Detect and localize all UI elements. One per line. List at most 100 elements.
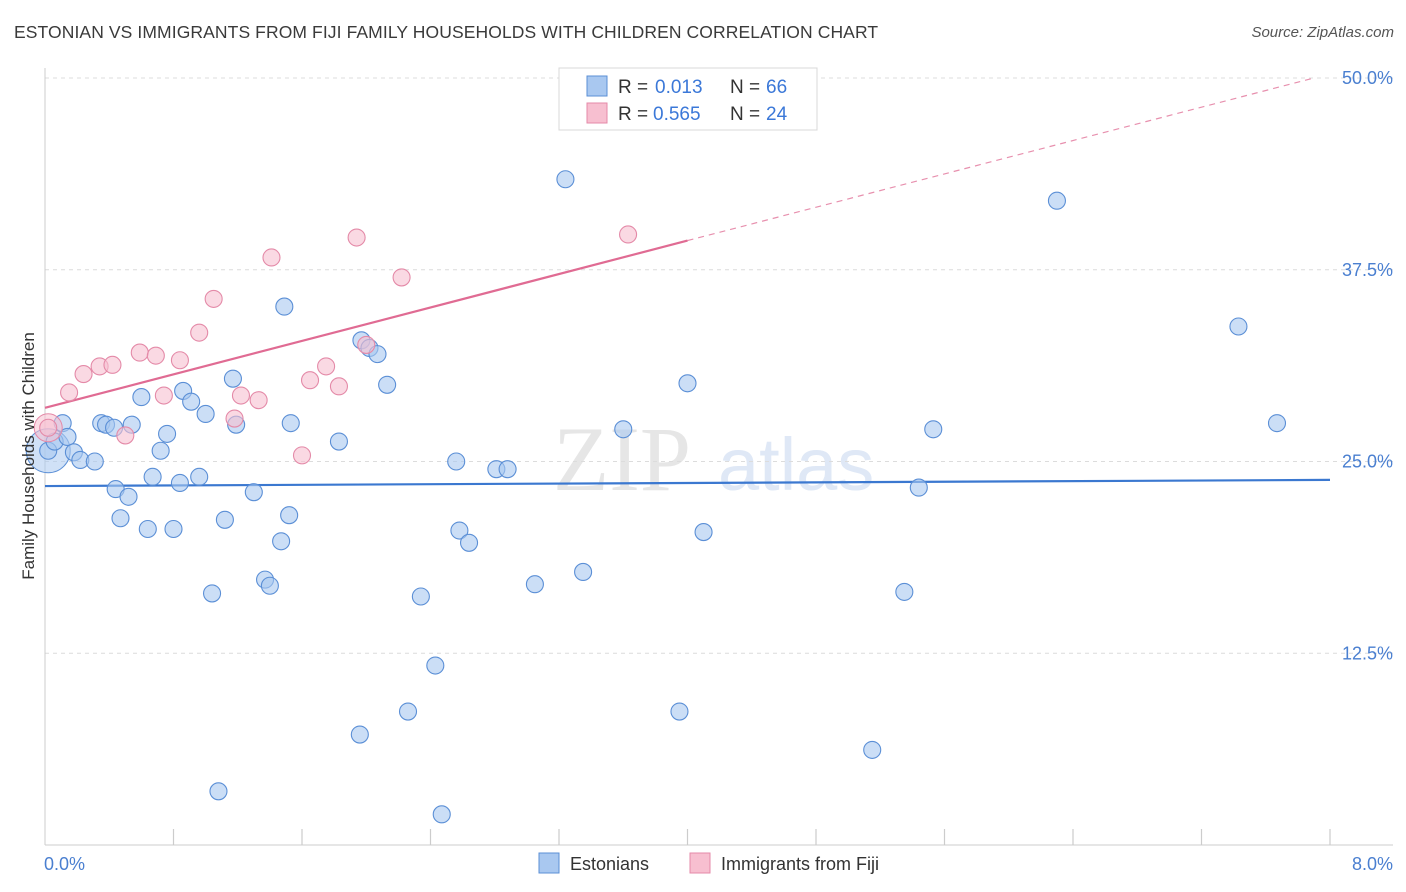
data-point-estonians <box>694 523 713 542</box>
data-point-estonians <box>281 414 300 433</box>
series-label-estonians: Estonians <box>570 854 649 874</box>
watermark-atlas: atlas <box>718 423 874 506</box>
data-point-estonians <box>574 562 593 581</box>
y-tick-label: 12.5% <box>1342 643 1393 663</box>
chart-title: ESTONIAN VS IMMIGRANTS FROM FIJI FAMILY … <box>14 22 879 42</box>
data-point-estonians <box>432 805 451 824</box>
data-point-estonians <box>398 702 418 721</box>
y-tick-labels: 12.5% 25.0% 37.5% 50.0% <box>1342 68 1393 663</box>
data-point-fiji <box>231 386 251 405</box>
data-point-estonians <box>132 388 151 407</box>
legend-n-label-1: N = <box>730 77 760 98</box>
data-point-estonians <box>426 656 445 675</box>
data-point-estonians <box>138 519 157 539</box>
data-point-fiji <box>146 346 165 365</box>
data-point-fiji <box>60 383 79 402</box>
data-point-estonians <box>111 509 130 528</box>
data-point-fiji <box>74 365 93 384</box>
data-point-estonians <box>158 424 177 443</box>
legend-r-value-2: 0.565 <box>653 104 701 125</box>
y-tick-label: 50.0% <box>1342 68 1393 88</box>
data-point-estonians <box>411 587 430 606</box>
data-point-estonians <box>670 702 689 721</box>
legend-swatch-fiji <box>586 102 608 124</box>
data-point-estonians <box>223 369 242 388</box>
data-point-estonians <box>909 478 928 497</box>
y-tick-label: 25.0% <box>1342 452 1393 472</box>
data-point-fiji <box>190 323 209 342</box>
data-point-estonians <box>498 460 517 479</box>
data-point-fiji <box>292 446 312 465</box>
y-axis-label: Family Households with Children <box>19 332 38 580</box>
data-point-estonians <box>170 473 189 493</box>
data-point-estonians <box>1267 414 1287 433</box>
data-point-estonians <box>182 392 201 411</box>
data-point-estonians <box>450 521 469 540</box>
legend-r-value-1: 0.013 <box>655 77 703 98</box>
data-point-fiji <box>392 268 411 287</box>
data-point-estonians <box>209 782 228 801</box>
legend-n-value-2: 24 <box>766 104 788 125</box>
data-point-estonians <box>895 582 914 601</box>
data-point-estonians <box>614 420 633 439</box>
data-point-fiji <box>357 335 376 354</box>
data-point-estonians <box>196 404 215 423</box>
data-point-estonians <box>85 452 104 471</box>
data-point-fiji <box>204 289 223 308</box>
source-label: Source: ZipAtlas.com <box>1251 24 1394 41</box>
series-label-fiji: Immigrants from Fiji <box>721 854 879 874</box>
legend-n-value-1: 66 <box>766 77 787 98</box>
data-point-estonians <box>280 506 299 525</box>
data-point-estonians <box>275 297 294 316</box>
x-tick-label-min: 0.0% <box>44 854 85 874</box>
data-point-estonians <box>143 467 162 486</box>
data-point-estonians <box>525 575 544 594</box>
y-tick-label: 37.5% <box>1342 260 1393 280</box>
data-point-fiji <box>300 371 320 390</box>
x-tick-label-max: 8.0% <box>1352 854 1393 874</box>
data-point-fiji <box>154 386 173 405</box>
data-point-estonians <box>215 510 234 529</box>
data-point-fiji <box>103 355 122 374</box>
data-point-fiji <box>329 377 348 396</box>
data-point-fiji <box>130 343 149 362</box>
data-point-estonians <box>678 374 697 393</box>
data-point-estonians <box>350 725 369 744</box>
data-point-estonians <box>924 420 943 439</box>
legend-r-label-2: R = <box>618 104 648 125</box>
data-point-estonians <box>556 170 575 189</box>
data-point-fiji <box>262 248 281 267</box>
data-point-estonians <box>244 483 263 502</box>
data-point-estonians <box>203 584 222 603</box>
data-point-estonians <box>378 375 397 394</box>
data-point-estonians <box>1229 317 1248 336</box>
legend-r-label-1: R = <box>618 77 648 98</box>
trend-line-fiji <box>44 239 688 409</box>
data-point-estonians <box>272 532 291 551</box>
legend-swatch-estonians <box>586 75 608 97</box>
legend-n-label-2: N = <box>730 104 760 125</box>
data-point-estonians <box>447 452 466 471</box>
data-point-estonians <box>1047 191 1066 210</box>
data-point-fiji <box>170 351 189 370</box>
data-point-estonians <box>863 740 882 759</box>
data-point-estonians <box>459 533 479 552</box>
data-point-fiji <box>619 225 638 244</box>
data-point-estonians <box>190 467 209 486</box>
data-point-estonians <box>329 432 348 451</box>
data-point-estonians <box>151 441 170 460</box>
data-point-fiji <box>39 418 58 437</box>
stats-legend: R = 0.013 N = 66 R = 0.565 N = 24 <box>558 67 818 131</box>
gridlines <box>45 77 1393 654</box>
series-swatch-fiji <box>689 852 711 874</box>
trend-line-fiji-extrapolated <box>687 77 1315 242</box>
data-point-estonians <box>119 487 138 506</box>
series-legend: Estonians Immigrants from Fiji <box>538 852 879 874</box>
data-point-fiji <box>225 409 244 428</box>
data-points <box>25 170 1287 824</box>
data-point-estonians <box>260 576 279 595</box>
data-point-fiji <box>347 228 366 247</box>
data-point-fiji <box>116 426 135 445</box>
data-point-estonians <box>164 519 183 539</box>
